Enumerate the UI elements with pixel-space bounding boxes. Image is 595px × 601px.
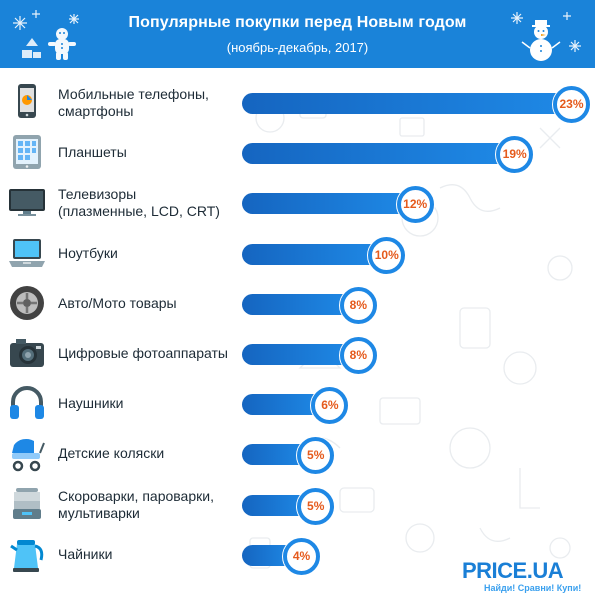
bar [242,344,350,365]
camera-icon [10,339,44,367]
value-label: 19% [496,136,534,174]
category-label-line: Ноутбуки [58,244,118,261]
bar [242,494,308,516]
car-wheel-icon [10,285,44,320]
category-label-line: Авто/Мото товары [58,294,177,311]
category-label-line: Детские коляски [58,445,165,462]
bar [242,193,407,215]
chart-row: Авто/Мото товары 8% [0,281,595,327]
category-label: Ноутбуки [58,245,258,262]
chart-row: Мобильные телефоны, смартфоны 23% [0,80,595,126]
bar [242,544,293,566]
category-label: Чайники [58,546,258,563]
snowflake-gingerbread-decoration-icon [13,10,79,60]
category-label: Скороварки, пароварки, мультиварки [58,488,258,522]
chart-row: Наушники 6% [0,381,595,427]
value-label: 6% [311,387,349,425]
chart-row: Цифровые фотоаппараты 8% [0,331,595,377]
value-label: 10% [368,236,406,274]
category-label-line: Чайники [58,545,113,562]
category-label-line: Планшеты [58,144,127,161]
chart-row: Ноутбуки 10% [0,231,595,277]
category-label-line: Мобильные телефоны, [58,86,209,102]
tv-icon [9,189,45,217]
bar [242,444,308,466]
bar [242,243,379,265]
chart-row: Планшеты 19% [0,130,595,176]
chart-header: Популярные покупки перед Новым годом (но… [0,0,595,68]
tablet-icon [13,135,41,170]
doodle-background [249,97,573,569]
chart-row: Детские коляски 5% [0,431,595,477]
value-label: 8% [339,286,377,324]
value-label: 23% [553,86,590,123]
category-label-line: смартфоны [58,103,134,119]
category-label: Наушники [58,395,258,412]
category-label-line: Цифровые фотоаппараты [58,345,228,361]
value-label: 5% [297,487,335,525]
bar [242,93,563,114]
value-label: 4% [283,537,320,575]
category-label: Авто/Мото товары [58,295,258,312]
category-label-line: (плазменные, LCD, CRT) [58,203,220,220]
chart-subtitle: (ноябрь-декабрь, 2017) [226,40,369,55]
chart-row: Чайники 4% [0,532,595,578]
value-label: 5% [297,437,335,475]
snowflake-snowman-decoration-icon [511,12,581,61]
category-label-line: Телевизоры [58,186,137,203]
brand-logo: PRICE.UA [462,558,564,583]
category-label: Телевизоры (плазменные, LCD, CRT) [58,186,258,220]
value-label: 12% [396,186,434,224]
value-label: 8% [339,337,377,374]
category-label-line: мультиварки [58,504,140,521]
category-label-line: Скороварки, пароварки, [58,487,214,504]
chart-row: Скороварки, пароварки, мультиварки 5% [0,482,595,528]
steamer-icon [13,487,41,519]
category-label: Цифровые фотоаппараты [58,345,258,362]
brand-tagline: Найди! Сравни! Купи! [484,583,582,593]
kettle-icon [10,539,44,572]
category-label: Мобильные телефоны, смартфоны [58,86,258,120]
smartphone-icon [18,84,36,118]
category-label-line: Наушники [58,395,124,412]
stroller-icon [12,439,45,472]
category-label: Детские коляски [58,445,258,462]
headphones-icon [10,386,44,420]
chart-title: Популярные покупки перед Новым годом [128,14,467,31]
bar [242,394,322,416]
bar [242,143,507,165]
laptop-icon [9,238,45,267]
category-label: Планшеты [58,144,258,161]
bar [242,293,350,315]
chart-row: Телевизоры (плазменные, LCD, CRT) 12% [0,180,595,226]
